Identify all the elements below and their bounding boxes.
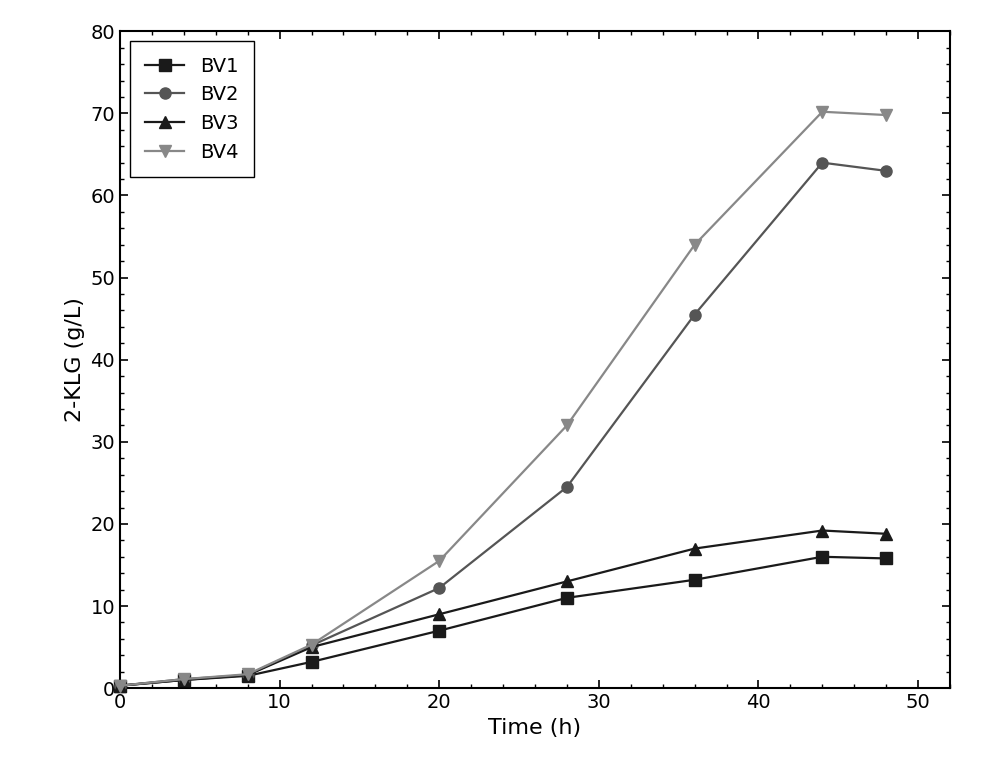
BV2 <box>178 674 190 683</box>
BV4 <box>178 674 190 683</box>
BV4 <box>114 681 126 691</box>
BV3 <box>178 675 190 685</box>
BV2 <box>114 681 126 691</box>
BV1 <box>433 626 445 635</box>
BV3 <box>242 670 254 680</box>
BV4 <box>306 640 318 649</box>
BV2 <box>306 640 318 650</box>
BV4 <box>561 421 573 430</box>
BV4 <box>242 669 254 679</box>
BV1 <box>880 554 892 563</box>
BV2 <box>433 583 445 593</box>
BV3 <box>816 526 828 535</box>
Line: BV1: BV1 <box>114 551 892 691</box>
X-axis label: Time (h): Time (h) <box>488 718 582 737</box>
BV1 <box>178 675 190 685</box>
BV1 <box>689 575 701 584</box>
BV3 <box>306 643 318 652</box>
BV1 <box>561 593 573 602</box>
BV1 <box>242 671 254 680</box>
BV2 <box>561 482 573 492</box>
BV2 <box>689 310 701 319</box>
Line: BV4: BV4 <box>114 106 892 691</box>
Legend: BV1, BV2, BV3, BV4: BV1, BV2, BV3, BV4 <box>130 41 254 178</box>
BV2 <box>880 166 892 175</box>
BV4 <box>433 556 445 565</box>
BV3 <box>561 576 573 586</box>
Line: BV2: BV2 <box>114 157 892 691</box>
BV3 <box>880 529 892 539</box>
BV1 <box>816 552 828 561</box>
BV3 <box>689 544 701 554</box>
BV4 <box>880 110 892 120</box>
Line: BV3: BV3 <box>114 525 892 691</box>
BV3 <box>114 681 126 691</box>
BV1 <box>306 657 318 666</box>
BV2 <box>816 158 828 167</box>
BV2 <box>242 670 254 680</box>
BV4 <box>816 107 828 117</box>
BV4 <box>689 240 701 249</box>
BV1 <box>114 681 126 691</box>
BV3 <box>433 610 445 619</box>
Y-axis label: 2-KLG (g/L): 2-KLG (g/L) <box>65 297 85 422</box>
